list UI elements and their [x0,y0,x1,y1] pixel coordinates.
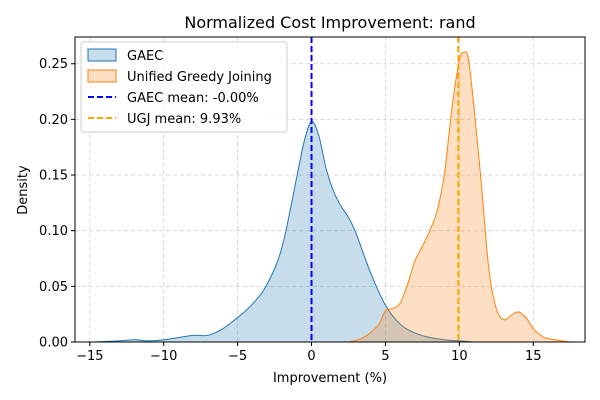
y-tick-label-4: 0.20 [39,113,68,128]
legend-mean-label-0: GAEC mean: -0.00% [127,91,259,106]
y-axis-label: Density [16,165,31,215]
series-line-1 [348,51,571,343]
x-axis-ticks: −15 −10 −5 0 5 10 15 [76,342,542,364]
series-area-0 [94,121,475,343]
y-tick-label-3: 0.15 [39,169,68,184]
x-tick-label-5: 10 [451,349,468,364]
legend-swatch-0 [87,48,117,62]
x-tick-label-0: −15 [76,349,103,364]
x-tick-label-2: −5 [228,349,247,364]
y-tick-label-1: 0.05 [39,280,68,295]
mean-lines [310,37,460,342]
x-tick-label-6: 15 [525,349,542,364]
legend-label-0: GAEC [127,49,163,64]
y-axis-ticks: 0.00 0.05 0.10 0.15 0.20 0.25 [39,57,75,351]
x-tick-label-1: −10 [150,349,177,364]
y-tick-label-5: 0.25 [39,57,68,72]
legend: GAEC Unified Greedy Joining GAEC mean: -0.… [80,41,288,133]
y-tick-label-0: 0.00 [39,336,68,351]
legend-mean-label-1: UGJ mean: 9.93% [127,112,241,127]
x-tick-label-3: 0 [307,349,315,364]
series-area-1 [348,51,571,343]
x-tick-label-4: 5 [381,349,389,364]
legend-label-1: Unified Greedy Joining [127,70,272,85]
legend-swatch-1 [87,69,117,83]
series-line-0 [94,121,475,343]
y-tick-label-2: 0.10 [39,224,68,239]
chart-title: Normalized Cost Improvement: rand [184,13,475,32]
density-areas [94,51,571,343]
plot-frame [74,36,586,343]
legend-frame [80,41,288,133]
x-axis-label: Improvement (%) [273,371,387,386]
